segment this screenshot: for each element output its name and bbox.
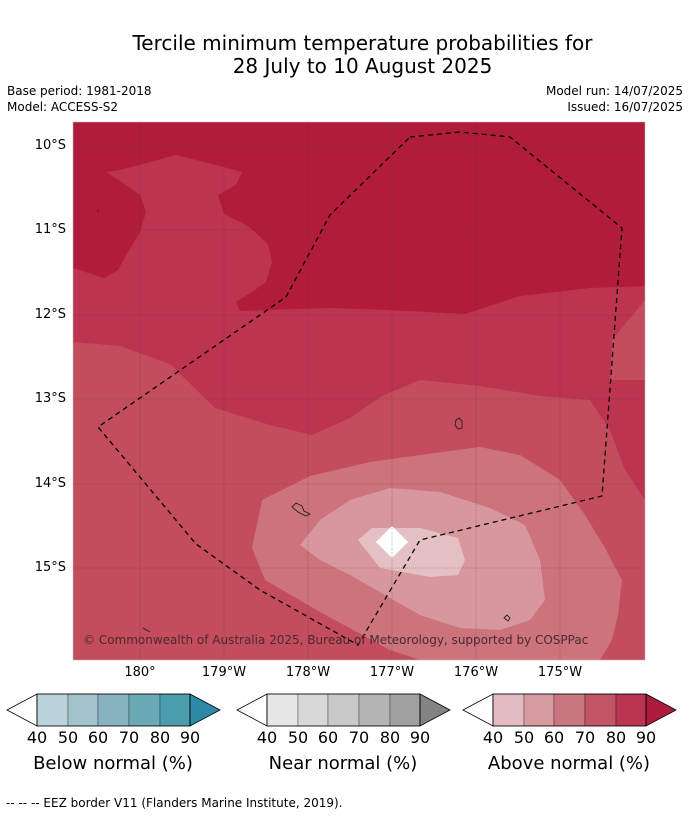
eez-border (97, 131, 623, 646)
above-tick-40: 40 (482, 728, 504, 747)
colorbar-below-under (6, 693, 38, 727)
near-tick-70: 70 (348, 728, 370, 747)
lat-label-12s: 12°S (34, 307, 66, 322)
near-tick-50: 50 (287, 728, 309, 747)
base-period-text: Base period: 1981-2018 (7, 84, 152, 98)
below-tick-90: 90 (179, 728, 201, 747)
colorbar-above-seg-1 (492, 693, 525, 727)
near-tick-60: 60 (317, 728, 339, 747)
above-tick-50: 50 (513, 728, 535, 747)
map-title-line2: 28 July to 10 August 2025 (232, 54, 493, 78)
lon-label-175w: 175°W (537, 665, 583, 680)
lat-label-14s: 14°S (34, 476, 66, 491)
map-title-line1: Tercile minimum temperature probabilitie… (132, 31, 593, 55)
graticule (73, 122, 645, 660)
lat-label-10s: 10°S (34, 138, 66, 153)
colorbar-below-seg-5 (159, 693, 191, 727)
colorbar-below-seg-2 (67, 693, 99, 727)
eez-legend-footnote: -- -- -- EEZ border V11 (Flanders Marine… (6, 796, 343, 810)
colorbar-below-over (189, 693, 221, 727)
islet-southwest (142, 627, 151, 633)
lon-label-180: 180° (124, 665, 156, 680)
below-normal-label: Below normal (%) (33, 753, 193, 774)
colorbar-near-seg-2 (297, 693, 329, 727)
colorbar-near-seg-4 (358, 693, 391, 727)
island-north (454, 417, 463, 430)
copyright-text: © Commonwealth of Australia 2025, Bureau… (83, 633, 589, 647)
near-tick-40: 40 (256, 728, 278, 747)
colorbar-above-seg-3 (553, 693, 586, 727)
above-normal-label: Above normal (%) (487, 753, 651, 774)
above-tick-70: 70 (574, 728, 596, 747)
map-frame (72, 121, 646, 661)
colorbar-above (462, 693, 677, 727)
colorbar-above-seg-2 (523, 693, 555, 727)
lon-label-177w: 177°W (369, 665, 415, 680)
model-text: Model: ACCESS-S2 (7, 100, 119, 114)
colorbar-near (236, 693, 451, 727)
near-tick-90: 90 (409, 728, 431, 747)
islet-northwest (97, 210, 99, 212)
near-normal-label: Near normal (%) (268, 753, 418, 774)
lat-label-15s: 15°S (34, 560, 66, 575)
model-run-text: Model run: 14/07/2025 (545, 84, 683, 98)
island-west (291, 502, 312, 517)
colorbar-above-seg-4 (584, 693, 617, 727)
above-tick-80: 80 (605, 728, 627, 747)
below-tick-40: 40 (26, 728, 48, 747)
colorbar-near-seg-3 (327, 693, 360, 727)
island-southeast (503, 614, 511, 622)
above-tick-60: 60 (543, 728, 565, 747)
above-tick-90: 90 (635, 728, 657, 747)
below-tick-70: 70 (118, 728, 140, 747)
lat-label-11s: 11°S (34, 222, 66, 237)
region-80-90 (73, 122, 645, 314)
colorbar-below (6, 693, 221, 727)
below-tick-60: 60 (87, 728, 109, 747)
issued-text: Issued: 16/07/2025 (567, 100, 683, 114)
region-60-70-east (610, 300, 645, 380)
lon-label-178w: 178°W (285, 665, 331, 680)
colorbar-above-under (462, 693, 494, 727)
colorbar-near-over (419, 693, 451, 727)
colorbar-above-seg-5 (615, 693, 647, 727)
below-tick-80: 80 (149, 728, 171, 747)
colorbar-above-over (645, 693, 677, 727)
lon-label-179w: 179°W (201, 665, 247, 680)
colorbar-near-seg-5 (389, 693, 421, 727)
colorbar-below-seg-4 (128, 693, 161, 727)
colorbar-below-seg-3 (97, 693, 130, 727)
colorbar-below-seg-1 (36, 693, 69, 727)
colorbar-near-seg-1 (266, 693, 299, 727)
lat-label-13s: 13°S (34, 391, 66, 406)
near-tick-80: 80 (379, 728, 401, 747)
colorbar-near-under (236, 693, 268, 727)
lon-label-176w: 176°W (453, 665, 499, 680)
below-tick-50: 50 (57, 728, 79, 747)
